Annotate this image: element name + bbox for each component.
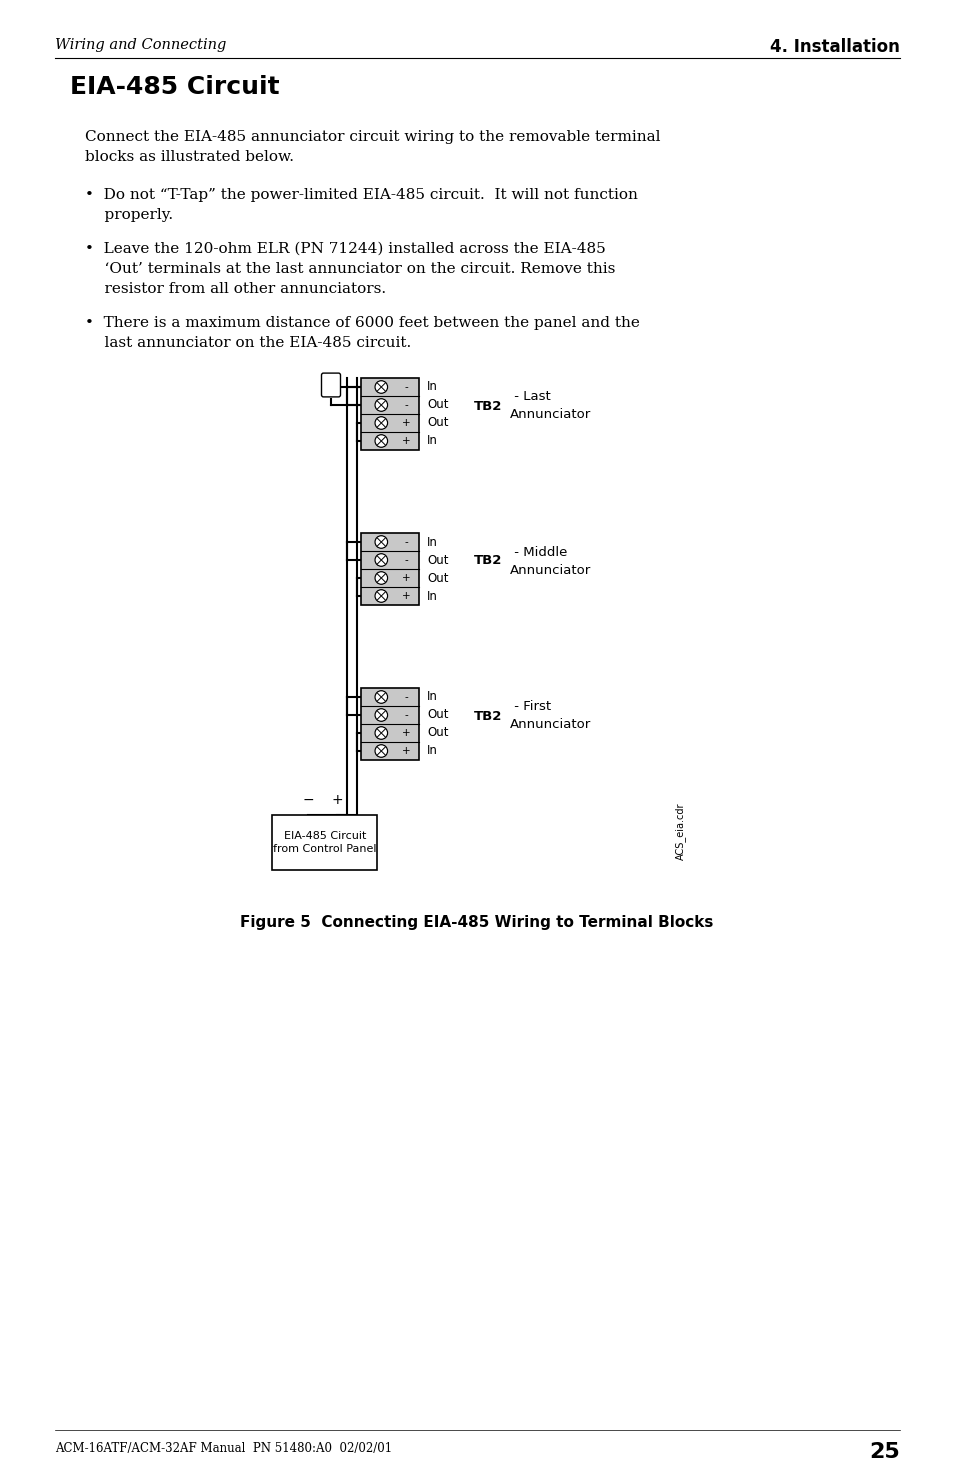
Text: In: In: [427, 535, 437, 549]
Text: •  There is a maximum distance of 6000 feet between the panel and the: • There is a maximum distance of 6000 fe…: [85, 316, 639, 330]
Circle shape: [375, 727, 387, 739]
Text: Wiring and Connecting: Wiring and Connecting: [55, 38, 226, 52]
Text: +: +: [401, 591, 410, 600]
Text: In: In: [427, 590, 437, 602]
Circle shape: [375, 417, 387, 429]
Circle shape: [375, 745, 387, 757]
Text: -: -: [404, 400, 408, 410]
Text: properly.: properly.: [85, 208, 172, 223]
Text: -: -: [404, 382, 408, 392]
Text: - Middle
Annunciator: - Middle Annunciator: [510, 546, 591, 577]
Text: −: −: [302, 794, 314, 807]
Text: 25: 25: [868, 1443, 899, 1462]
Circle shape: [375, 553, 387, 566]
Text: Connect the EIA-485 annunciator circuit wiring to the removable terminal: Connect the EIA-485 annunciator circuit …: [85, 130, 659, 145]
Text: ACS_eia.cdr: ACS_eia.cdr: [674, 802, 685, 860]
Bar: [360, 378, 418, 450]
Text: ‘Out’ terminals at the last annunciator on the circuit. Remove this: ‘Out’ terminals at the last annunciator …: [85, 263, 615, 276]
Text: TB2: TB2: [474, 400, 502, 413]
Text: In: In: [427, 690, 437, 704]
Text: Out: Out: [427, 571, 448, 584]
Text: -: -: [404, 709, 408, 720]
FancyBboxPatch shape: [321, 373, 340, 397]
Text: blocks as illustrated below.: blocks as illustrated below.: [85, 150, 294, 164]
Text: +: +: [401, 729, 410, 738]
Text: In: In: [427, 435, 437, 447]
Text: +: +: [401, 437, 410, 445]
Text: ACM-16ATF/ACM-32AF Manual  PN 51480:A0  02/02/01: ACM-16ATF/ACM-32AF Manual PN 51480:A0 02…: [55, 1443, 392, 1454]
Bar: [273, 816, 377, 870]
Text: TB2: TB2: [474, 709, 502, 723]
Text: Out: Out: [427, 727, 448, 739]
Circle shape: [375, 535, 387, 549]
Bar: [360, 532, 418, 605]
Text: +: +: [401, 746, 410, 757]
Circle shape: [375, 381, 387, 394]
Text: EIA-485 Circuit: EIA-485 Circuit: [70, 75, 279, 99]
Text: resistor from all other annunciators.: resistor from all other annunciators.: [85, 282, 386, 296]
Text: Out: Out: [427, 398, 448, 412]
Circle shape: [375, 398, 387, 412]
Text: In: In: [427, 745, 437, 758]
Text: +: +: [401, 572, 410, 583]
Text: •  Leave the 120-ohm ELR (PN 71244) installed across the EIA-485: • Leave the 120-ohm ELR (PN 71244) insta…: [85, 242, 605, 257]
Text: Out: Out: [427, 708, 448, 721]
Text: In: In: [427, 381, 437, 394]
Text: -: -: [404, 692, 408, 702]
Circle shape: [375, 435, 387, 447]
Text: +: +: [331, 794, 342, 807]
Text: TB2: TB2: [474, 555, 502, 568]
Text: Figure 5  Connecting EIA-485 Wiring to Terminal Blocks: Figure 5 Connecting EIA-485 Wiring to Te…: [240, 914, 713, 931]
Text: Out: Out: [427, 416, 448, 429]
Text: -: -: [404, 537, 408, 547]
Text: - First
Annunciator: - First Annunciator: [510, 701, 591, 732]
Circle shape: [375, 590, 387, 602]
Bar: [360, 687, 418, 760]
Text: +: +: [401, 417, 410, 428]
Text: last annunciator on the EIA-485 circuit.: last annunciator on the EIA-485 circuit.: [85, 336, 411, 350]
Text: - Last
Annunciator: - Last Annunciator: [510, 391, 591, 422]
Text: •  Do not “T-Tap” the power-limited EIA-485 circuit.  It will not function: • Do not “T-Tap” the power-limited EIA-4…: [85, 187, 638, 202]
Circle shape: [375, 572, 387, 584]
Text: Out: Out: [427, 553, 448, 566]
Circle shape: [375, 708, 387, 721]
Circle shape: [375, 690, 387, 704]
Text: 4. Installation: 4. Installation: [769, 38, 899, 56]
Text: -: -: [404, 555, 408, 565]
Text: EIA-485 Circuit
from Control Panel: EIA-485 Circuit from Control Panel: [273, 830, 376, 854]
